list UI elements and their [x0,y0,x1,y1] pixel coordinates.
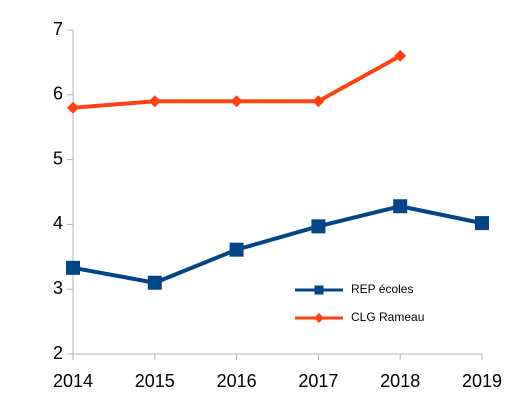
y-tick-label: 5 [53,148,63,168]
marker [394,49,407,62]
marker [312,95,325,108]
legend-label: REP écoles [351,282,413,296]
marker [148,95,161,108]
marker [229,242,244,257]
marker [230,95,243,108]
marker [147,275,162,290]
legend-marker [314,313,324,323]
marker [311,219,326,234]
x-tick-label: 2016 [217,371,257,391]
x-tick-label: 2018 [380,371,420,391]
x-tick-label: 2014 [53,371,93,391]
y-tick-label: 3 [53,278,63,298]
marker [475,216,489,231]
legend-marker [314,285,324,295]
legend-label: CLG Rameau [351,310,424,324]
y-tick-label: 6 [53,84,63,104]
x-tick-label: 2019 [462,371,502,391]
marker [66,260,80,275]
marker [67,101,79,114]
y-tick-label: 4 [53,213,63,233]
marker [393,199,408,214]
x-tick-label: 2017 [298,371,338,391]
y-tick-label: 2 [53,343,63,363]
y-tick-label: 7 [53,19,63,39]
series-line [72,204,483,285]
x-tick-label: 2015 [135,371,175,391]
